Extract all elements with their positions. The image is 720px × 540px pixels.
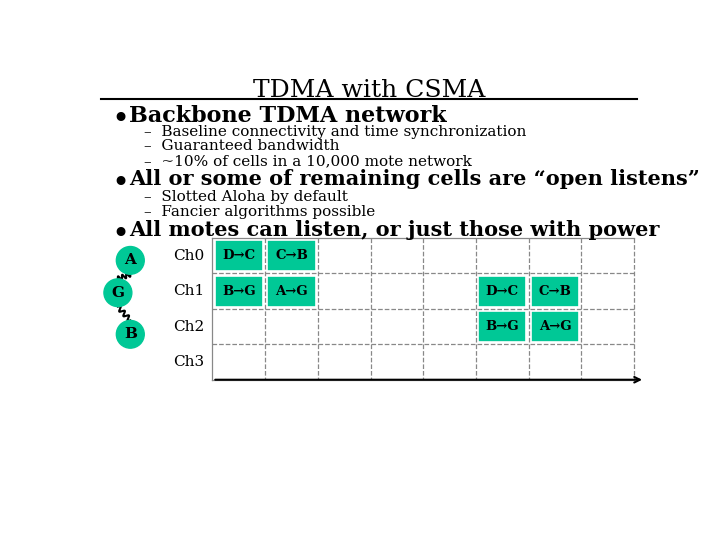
Text: A→G: A→G [275,285,308,298]
Text: C→B: C→B [539,285,572,298]
FancyBboxPatch shape [267,240,315,271]
FancyBboxPatch shape [215,276,263,307]
Text: A: A [125,253,136,267]
Text: TDMA with CSMA: TDMA with CSMA [253,79,485,102]
FancyBboxPatch shape [267,276,315,307]
Text: Ch2: Ch2 [174,320,204,334]
FancyBboxPatch shape [531,276,579,307]
Text: B→G: B→G [222,285,256,298]
Text: Ch3: Ch3 [174,355,204,369]
Text: –  Slotted Aloha by default: – Slotted Aloha by default [144,190,348,204]
FancyBboxPatch shape [478,311,526,342]
Text: Ch0: Ch0 [174,249,204,263]
Circle shape [104,279,132,307]
Text: –  Fancier algorithms possible: – Fancier algorithms possible [144,205,376,219]
Text: –  ~10% of cells in a 10,000 mote network: – ~10% of cells in a 10,000 mote network [144,154,472,168]
Text: All or some of remaining cells are “open listens”: All or some of remaining cells are “open… [129,168,700,189]
Text: •: • [112,105,130,136]
Text: B: B [124,327,137,341]
Text: •: • [112,168,130,200]
Text: C→B: C→B [275,249,308,262]
FancyBboxPatch shape [478,276,526,307]
Text: D→C: D→C [222,249,256,262]
Text: •: • [112,220,130,251]
Text: Ch1: Ch1 [174,284,204,298]
FancyBboxPatch shape [215,240,263,271]
Circle shape [117,320,144,348]
FancyBboxPatch shape [531,311,579,342]
Text: –  Guaranteed bandwidth: – Guaranteed bandwidth [144,139,340,153]
Text: A→G: A→G [539,320,571,333]
Text: –  Baseline connectivity and time synchronization: – Baseline connectivity and time synchro… [144,125,526,139]
Text: G: G [112,286,125,300]
Text: Backbone TDMA network: Backbone TDMA network [129,105,446,127]
Text: B→G: B→G [485,320,519,333]
Circle shape [117,247,144,274]
Text: All motes can listen, or just those with power: All motes can listen, or just those with… [129,220,659,240]
Text: D→C: D→C [486,285,519,298]
